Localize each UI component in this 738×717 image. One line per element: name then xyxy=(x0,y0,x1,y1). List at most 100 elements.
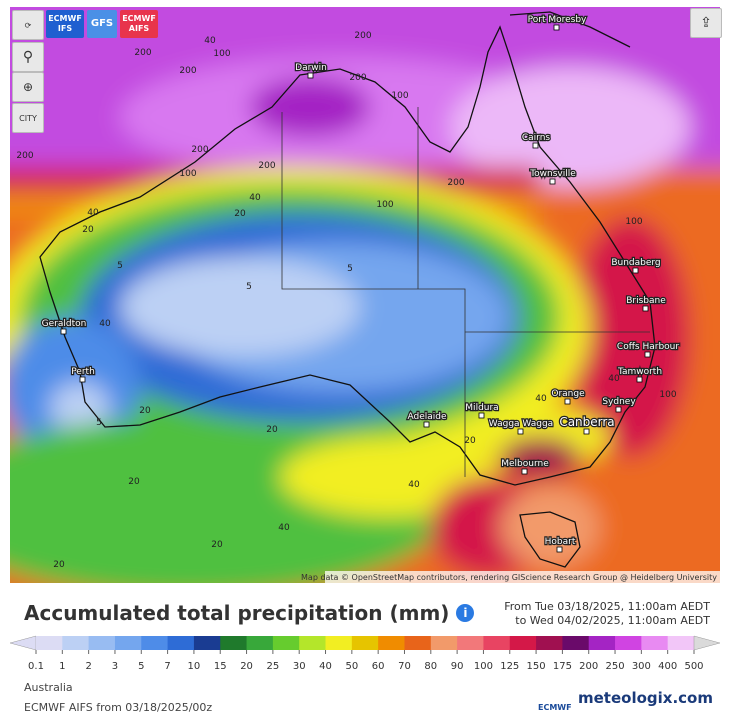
legend-label: 7 xyxy=(164,661,170,672)
city-label: Bundaberg xyxy=(611,258,660,268)
contour-label: 20 xyxy=(211,540,223,550)
contour-label: 200 xyxy=(191,145,208,155)
contour-label: 100 xyxy=(213,49,230,59)
zoom-button[interactable]: ⊕ xyxy=(12,72,44,102)
contour-label: 40 xyxy=(278,523,290,533)
legend-label: 3 xyxy=(112,661,118,672)
legend: 0.1 1 2 3 5 7 10 15 20 25 30 40 50 60 70 80 90 100 125 150 1… xyxy=(9,635,721,672)
attribution: Map data © OpenStreetMap contributors, r… xyxy=(301,573,717,582)
city-label: Wagga Wagga xyxy=(489,419,553,429)
city-label: Coffs Harbour xyxy=(617,342,679,352)
contour-label: 100 xyxy=(625,217,642,227)
contour-label: 5 xyxy=(96,418,102,428)
precip-field xyxy=(10,7,720,583)
legend-swatch xyxy=(193,636,221,650)
model-button[interactable]: ECMWF IFS xyxy=(46,10,84,38)
model-label: GFS xyxy=(90,18,114,29)
model-button[interactable]: GFS xyxy=(87,10,117,38)
legend-swatch xyxy=(167,636,195,650)
city-label: Mildura xyxy=(465,403,498,413)
city-marker xyxy=(549,178,556,185)
city-marker xyxy=(583,428,590,435)
city-label: Perth xyxy=(71,367,95,377)
city-label: CITY xyxy=(19,113,37,123)
legend-label: 5 xyxy=(138,661,144,672)
legend-label: 50 xyxy=(345,661,358,672)
legend-swatch xyxy=(62,636,90,650)
legend-label: 125 xyxy=(500,661,519,672)
model-label: AIFS xyxy=(128,24,150,33)
city-marker xyxy=(60,328,67,335)
legend-label: 300 xyxy=(632,661,651,672)
legend-swatch xyxy=(562,636,590,650)
legend-swatch xyxy=(588,636,616,650)
legend-label: 10 xyxy=(188,661,201,672)
legend-label: 400 xyxy=(658,661,677,672)
city-label: Darwin xyxy=(295,63,327,73)
city-layer: Port Moresby Darwin Cairns Townsville Bundab… xyxy=(40,14,681,553)
city-marker xyxy=(553,24,560,31)
city-label: Cairns xyxy=(522,133,551,143)
contour-label: 5 xyxy=(347,264,353,274)
legend-label: 175 xyxy=(553,661,572,672)
city-marker xyxy=(615,406,622,413)
contour-label: 20 xyxy=(82,225,94,235)
legend-arrow-right xyxy=(693,635,721,651)
legend-label: 0.1 xyxy=(28,661,44,672)
contour-layer: 40 100 200 200 200 200 100 200 200 200 100 200 100 10… xyxy=(16,31,676,570)
legend-label: 70 xyxy=(398,661,411,672)
legend-label: 30 xyxy=(293,661,306,672)
city-label: Geraldton xyxy=(42,319,87,329)
legend-swatch xyxy=(667,636,695,650)
share-button[interactable]: ⇪ xyxy=(690,8,722,38)
contour-label: 20 xyxy=(234,209,246,219)
legend-swatch xyxy=(483,636,511,650)
contour-label: 200 xyxy=(258,161,275,171)
legend-label: 1 xyxy=(59,661,65,672)
legend-label: 60 xyxy=(372,661,385,672)
contour-label: 40 xyxy=(204,36,216,46)
contour-label: 100 xyxy=(179,169,196,179)
contour-label: 100 xyxy=(391,91,408,101)
model-button[interactable]: ECMWF AIFS xyxy=(120,10,158,38)
legend-swatch xyxy=(641,636,669,650)
title: Accumulated total precipitation (mm) xyxy=(24,601,450,625)
legend-label: 90 xyxy=(451,661,464,672)
city-marker xyxy=(517,428,524,435)
contour-label: 40 xyxy=(608,374,620,384)
model-label: ECMWF xyxy=(48,14,82,23)
info-icon[interactable]: i xyxy=(456,604,475,622)
legend-swatch xyxy=(299,636,327,650)
contour-label: 200 xyxy=(16,151,33,161)
legend-swatch xyxy=(272,636,300,650)
city-marker xyxy=(632,267,639,274)
contour-label: 200 xyxy=(134,48,151,58)
legend-swatch xyxy=(378,636,405,650)
city-marker xyxy=(636,376,643,383)
contour-label: 200 xyxy=(447,178,464,188)
city-marker xyxy=(478,412,485,419)
contour-label: 20 xyxy=(139,406,151,416)
contour-label: 20 xyxy=(53,560,65,570)
legend-swatch xyxy=(457,636,484,650)
city-label: Melbourne xyxy=(501,459,549,469)
contour-label: 200 xyxy=(354,31,371,41)
title-row: Accumulated total precipitation (mm) i xyxy=(24,601,475,625)
contour-label: 40 xyxy=(87,208,99,218)
legend-swatch xyxy=(325,636,353,650)
city-marker xyxy=(521,468,528,475)
legend-swatch xyxy=(351,636,379,650)
city-button[interactable]: CITY xyxy=(12,103,44,133)
legend-label: 150 xyxy=(527,661,546,672)
city-label: Tamworth xyxy=(617,367,662,377)
city-marker xyxy=(642,305,649,312)
location-button[interactable]: ⚲ xyxy=(12,42,44,72)
contour-label: 200 xyxy=(349,73,366,83)
run-info: ECMWF AIFS from 03/18/2025/00z xyxy=(24,701,213,714)
legend-swatch xyxy=(114,636,142,650)
legend-swatch xyxy=(430,636,458,650)
refresh-button[interactable]: ⟳ xyxy=(12,10,44,40)
contour-label: 40 xyxy=(535,394,547,404)
legend-label: 2 xyxy=(85,661,91,672)
